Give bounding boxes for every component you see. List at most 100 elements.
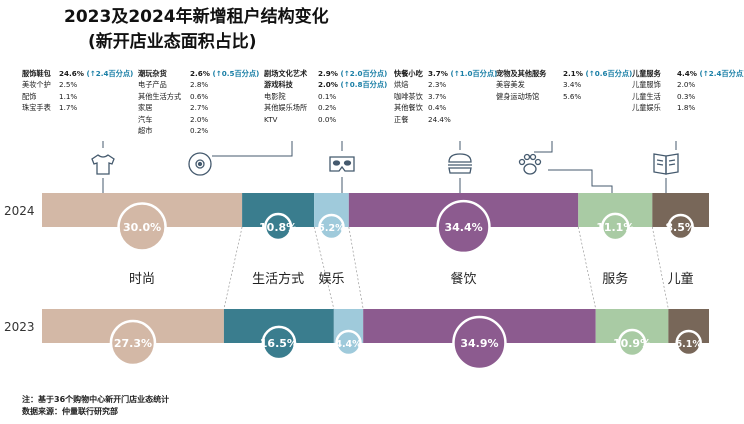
value-circle [117,202,167,252]
category-name: 汽车 [138,114,153,124]
series-label: 服务 [602,271,628,287]
category-name: 家居 [138,103,153,113]
category-value: 2.7% [190,103,209,113]
series-label: 儿童 [668,271,694,287]
category-value: 1.7% [59,103,78,113]
data-label: 34.9% [460,337,498,350]
category-name: 珠宝手表 [22,103,51,113]
paw-toe [518,158,526,166]
mask-icon [329,156,355,172]
category-change: (↑2.4百分点) [696,69,744,78]
category-value: 0.0% [318,114,337,124]
category-name: 其他娱乐场所 [264,103,308,113]
chart-title: 2023及2024年新增租户结构变化 [64,7,329,27]
category-name: 电影院 [264,91,286,101]
paw-toe [534,158,542,166]
connector-line [223,226,243,310]
connector-line [577,226,597,310]
category-value: 0.2% [318,103,337,113]
category-name: 健身运动场馆 [496,91,540,101]
data-label: 8.5% [665,221,696,234]
category-value: 2.6% (↑0.5百分点) [190,69,260,78]
leader-line [548,169,613,193]
series-label: 餐饮 [451,271,477,287]
disc-outer [188,152,212,176]
value-circle [600,212,630,242]
book-line [656,163,664,166]
footnote-note: 注：基于36个购物中心新开门店业态统计 [22,395,170,404]
category-value: 0.6% [190,91,209,101]
data-label: 11.1% [596,221,634,234]
category-value: 0.4% [428,103,447,113]
category-value: 24.6% (↑2.4百分点) [59,69,134,78]
category-value: 2.0% (↑0.8百分点) [318,80,388,90]
tshirt-icon [91,154,115,175]
year-label: 2024 [4,204,35,218]
connector-line [651,226,669,310]
category-name: 电子产品 [138,80,167,90]
disc-inner [195,159,205,169]
book-line [668,159,676,162]
category-name: 快餐小吃 [394,69,423,78]
category-name: 儿童服饰 [632,80,661,90]
category-value: 2.0% [677,80,696,90]
mask-eye-right [343,160,352,166]
chart-subtitle: (新开店业态面积占比) [88,32,257,52]
disc-center [197,161,203,167]
category-value: 3.7% [428,91,447,101]
category-value: 2.5% [59,80,78,90]
book-line [656,159,664,162]
category-value: 3.4% [563,80,582,90]
category-value: 0.1% [318,91,337,101]
data-label: 27.3% [114,337,152,350]
category-value: 0.3% [677,91,696,101]
category-name: 美容美发 [496,80,525,90]
category-name: 配饰 [22,91,37,101]
book-icon [653,153,679,175]
data-label: 16.5% [260,337,298,350]
category-name: 儿童服务 [632,69,661,78]
value-circle [261,325,297,361]
category-name: 服饰鞋包 [22,69,51,78]
category-change: (↑0.8百分点) [337,80,388,90]
category-value: 1.8% [677,103,696,113]
category-name: 剧场文化艺术 [264,69,308,78]
paw-toe [529,153,537,161]
series-label: 时尚 [129,272,155,287]
category-value: 2.9% (↑2.0百分点) [318,69,388,78]
category-name: 儿童生活 [632,91,661,101]
footnote-source: 数据来源：仲量联行研究部 [22,407,118,416]
category-name: 宠物及其他服务 [496,69,547,78]
mask-shape [329,156,355,172]
category-change: (↑2.0百分点) [337,69,388,78]
category-name: 其他生活方式 [138,91,182,101]
gamepad-icon [188,152,212,176]
value-circle [617,328,647,358]
category-value: 3.7% (↑1.0百分点) [428,69,498,78]
category-name: 美妆个护 [22,80,51,90]
book-right [665,153,679,175]
bun-top [448,153,472,163]
value-circle [667,213,694,241]
category-value: 2.1% (↑0.6百分点) [563,69,633,78]
category-name: 潮玩杂货 [138,69,167,78]
paw-toe [523,153,531,161]
connector-line [348,226,364,310]
data-label: 6.1% [675,339,702,350]
data-label: 4.4% [335,339,362,350]
category-name: 其他餐饮 [394,103,423,113]
book-line [668,163,676,166]
paw-pad [523,163,537,175]
category-change: (↑2.4百分点) [83,69,134,78]
value-circle [675,329,702,357]
series-label: 娱乐 [318,272,344,287]
leader-line [212,141,293,157]
value-circle [263,212,293,242]
value-circle [318,213,345,241]
category-value: 2.0% [190,114,209,124]
category-name: 游戏科技 [264,80,293,90]
category-name: KTV [264,114,278,124]
leader-line [534,141,553,153]
paw-icon [518,153,542,175]
